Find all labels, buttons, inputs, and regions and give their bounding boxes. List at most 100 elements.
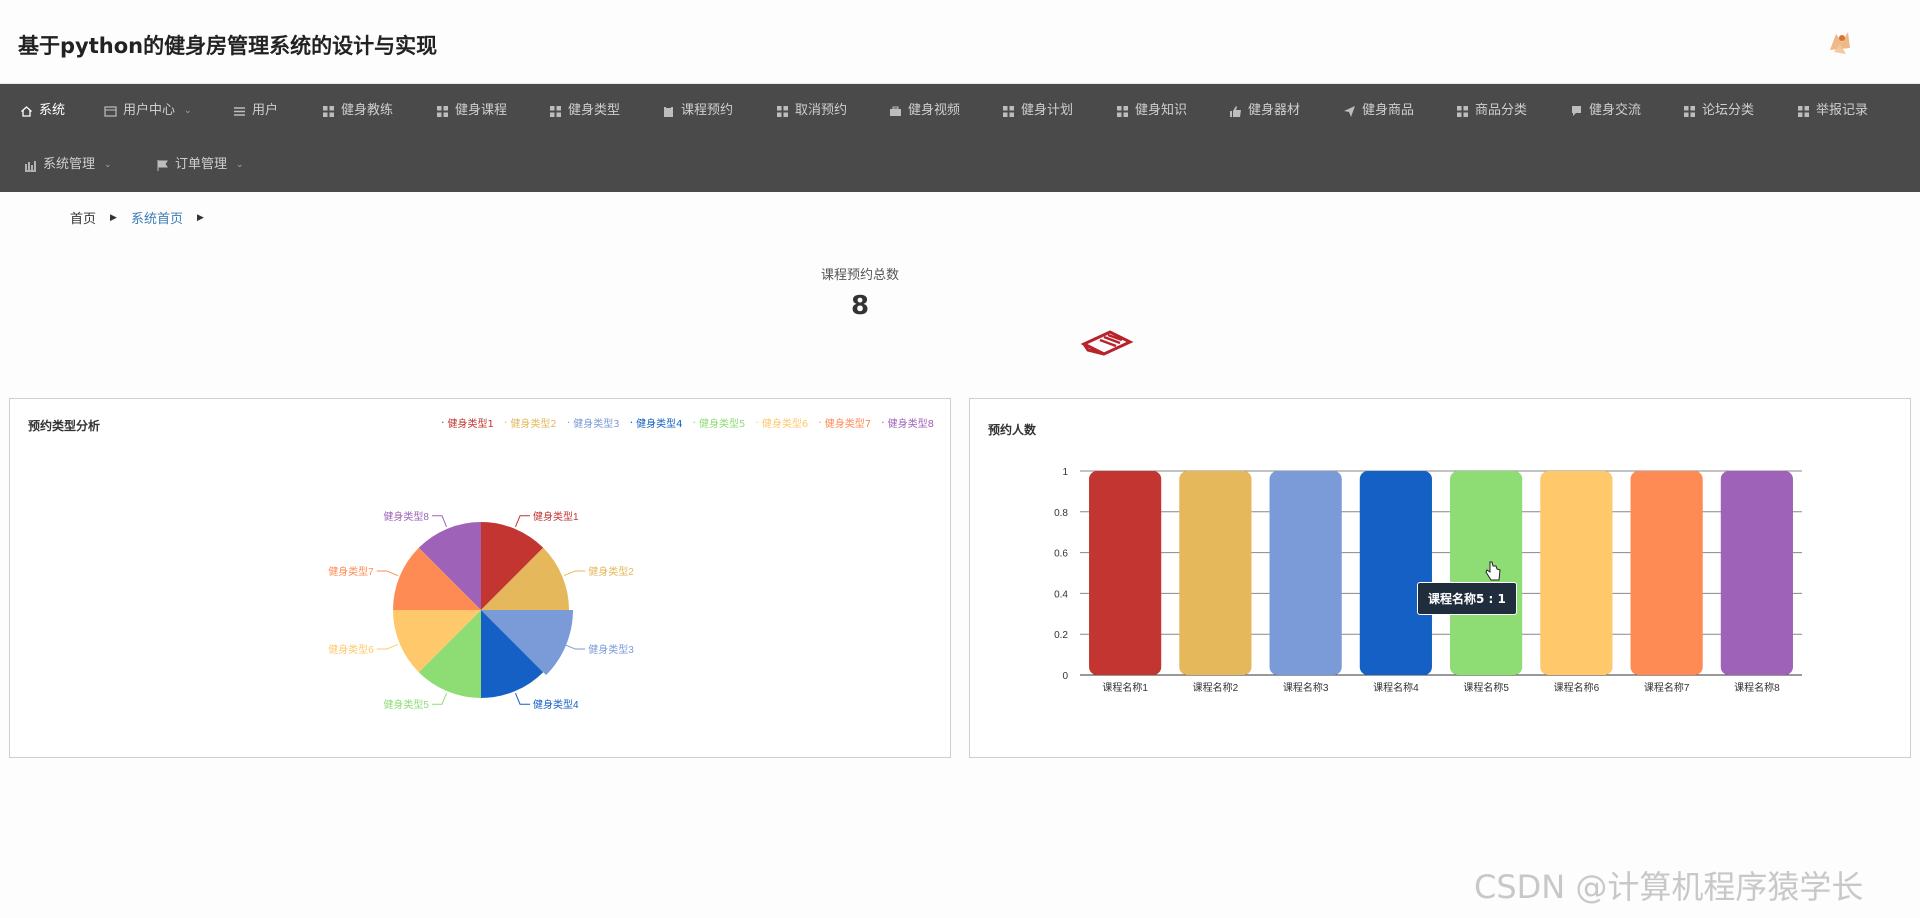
nav-item-label: 健身视频 bbox=[908, 103, 961, 118]
pie-slice[interactable] bbox=[481, 522, 544, 610]
breadcrumb-home[interactable]: 首页 bbox=[70, 212, 97, 227]
nav-item-row2-1[interactable]: 订单管理 ⌄ bbox=[156, 138, 244, 192]
pie-slice[interactable] bbox=[418, 522, 481, 610]
legend-label: 健身类型1 bbox=[447, 419, 494, 430]
legend-item[interactable]: · 健身类型8 bbox=[881, 415, 934, 430]
nav-item-15[interactable]: 论坛分类 bbox=[1683, 84, 1754, 138]
stat-value: 8 bbox=[850, 291, 870, 321]
nav-item-label: 健身计划 bbox=[1021, 103, 1074, 118]
grid-icon bbox=[1798, 105, 1809, 117]
x-tick-label: 课程名称1 bbox=[1102, 681, 1148, 694]
legend-item[interactable]: · 健身类型7 bbox=[818, 415, 871, 430]
nav-item-label: 用户中心 bbox=[123, 103, 176, 118]
main-nav: 系统 用户中心 ⌄ 用户 健身教练 健身课程 健身类型 课程预约 取消预约 健身视频 健身计划 健身知… bbox=[0, 84, 1920, 192]
pie-slice[interactable] bbox=[481, 547, 569, 610]
nav-item-11[interactable]: 健身器材 bbox=[1229, 84, 1300, 138]
pie-slice[interactable] bbox=[481, 610, 573, 676]
pie-slice[interactable] bbox=[393, 610, 481, 673]
legend-label: 健身类型7 bbox=[824, 419, 872, 430]
bar[interactable] bbox=[1359, 471, 1432, 675]
nav-item-2[interactable]: 用户 bbox=[233, 84, 278, 138]
pie-slice-label: 健身类型7 bbox=[328, 565, 374, 578]
nav-item-5[interactable]: 健身类型 bbox=[549, 84, 620, 138]
bar[interactable] bbox=[1540, 471, 1613, 675]
nav-item-1[interactable]: 用户中心 ⌄ bbox=[104, 84, 192, 138]
nav-item-label: 取消预约 bbox=[795, 103, 848, 118]
nav-item-row2-0[interactable]: 系统管理 ⌄ bbox=[24, 138, 112, 192]
legend-marker-icon: · bbox=[818, 416, 822, 429]
legend-item[interactable]: · 健身类型6 bbox=[755, 415, 808, 430]
bar-chart-title: 预约人数 bbox=[988, 423, 1037, 437]
nav-item-label: 健身教练 bbox=[341, 103, 394, 118]
nav-item-8[interactable]: 健身视频 bbox=[889, 84, 960, 138]
bar-chart[interactable]: 0 0.2 0.4 0.6 0.8 1 课程名称1 课程名称2 课程名称3 课程名称4 课程名称5 课… bbox=[970, 399, 1910, 757]
nav-item-7[interactable]: 取消预约 bbox=[776, 84, 847, 138]
nav-item-label: 订单管理 bbox=[175, 157, 228, 172]
nav-item-label: 健身商品 bbox=[1362, 103, 1415, 118]
nav-item-9[interactable]: 健身计划 bbox=[1002, 84, 1073, 138]
legend-item[interactable]: · 健身类型4 bbox=[630, 415, 683, 430]
nav-item-label: 健身课程 bbox=[455, 103, 508, 118]
pie-slice-label: 健身类型1 bbox=[533, 510, 579, 523]
legend-marker-icon: · bbox=[441, 416, 445, 429]
breadcrumb-current[interactable]: 系统首页 bbox=[130, 212, 183, 227]
nav-item-13[interactable]: 商品分类 bbox=[1456, 84, 1527, 138]
nav-item-3[interactable]: 健身教练 bbox=[322, 84, 393, 138]
nav-item-label: 健身器材 bbox=[1248, 103, 1301, 118]
pie-legend: · 健身类型1 · 健身类型2 · 健身类型3 · 健身类型4 · 健身类型5 · 健身类型6 · 健身类… bbox=[441, 415, 934, 430]
bar[interactable] bbox=[1179, 471, 1252, 675]
pie-slice-label: 健身类型2 bbox=[588, 565, 634, 578]
nav-item-12[interactable]: 健身商品 bbox=[1343, 84, 1414, 138]
pie-slice[interactable] bbox=[393, 547, 481, 610]
legend-label: 健身类型4 bbox=[636, 419, 683, 430]
legend-item[interactable]: · 健身类型1 bbox=[441, 415, 494, 430]
legend-label: 健身类型6 bbox=[761, 419, 809, 430]
stat-card: 课程预约总数 8 bbox=[720, 264, 1000, 321]
y-tick-label: 0.8 bbox=[1054, 508, 1068, 519]
legend-item[interactable]: · 健身类型2 bbox=[504, 415, 557, 430]
nav-item-16[interactable]: 举报记录 bbox=[1797, 84, 1868, 138]
bar[interactable] bbox=[1630, 471, 1703, 675]
app-title: 基于python的健身房管理系统的设计与实现 bbox=[18, 34, 438, 58]
bar[interactable] bbox=[1720, 471, 1793, 675]
pie-chart[interactable]: 健身类型1 健身类型2 健身类型3 健身类型4 健身类型5 健身类型6 健身类型7 健身类型8 bbox=[10, 399, 950, 757]
legend-item[interactable]: · 健身类型3 bbox=[567, 415, 620, 430]
y-tick-label: 1 bbox=[1062, 467, 1068, 478]
nav-item-10[interactable]: 健身知识 bbox=[1116, 84, 1187, 138]
pie-label-line bbox=[431, 692, 448, 705]
pie-label-line bbox=[514, 692, 531, 705]
legend-marker-icon: · bbox=[629, 416, 634, 429]
pie-label-line bbox=[376, 570, 399, 577]
x-tick-label: 课程名称2 bbox=[1193, 681, 1239, 694]
nav-item-label: 举报记录 bbox=[1816, 103, 1869, 118]
pie-chart-title: 预约类型分析 bbox=[28, 419, 101, 433]
nav-item-4[interactable]: 健身课程 bbox=[436, 84, 507, 138]
pie-label-line bbox=[514, 515, 531, 528]
nav-item-6[interactable]: 课程预约 bbox=[662, 84, 733, 138]
pie-slice[interactable] bbox=[481, 610, 544, 698]
bar-chart-icon bbox=[25, 160, 36, 172]
pie-slice-label: 健身类型4 bbox=[533, 698, 579, 711]
bar[interactable] bbox=[1089, 471, 1162, 675]
y-tick-label: 0 bbox=[1062, 671, 1068, 682]
bar-chart-panel: 0 0.2 0.4 0.6 0.8 1 课程名称1 课程名称2 课程名称3 课程名称4 课程名称5 课… bbox=[969, 398, 1911, 758]
nav-item-0[interactable]: 系统 bbox=[20, 84, 65, 138]
bar[interactable] bbox=[1269, 471, 1342, 675]
legend-marker-icon: · bbox=[503, 416, 508, 429]
pie-label-line bbox=[376, 643, 399, 650]
nav-item-label: 系统 bbox=[39, 103, 66, 118]
briefcase-icon bbox=[890, 106, 901, 116]
legend-item[interactable]: · 健身类型5 bbox=[693, 415, 746, 430]
flag-icon bbox=[157, 159, 168, 171]
avatar[interactable] bbox=[1820, 24, 1858, 62]
booking-icon bbox=[1080, 330, 1134, 356]
legend-marker-icon: · bbox=[881, 416, 885, 429]
pie-label-line bbox=[431, 515, 448, 528]
pie-slice[interactable] bbox=[418, 610, 481, 698]
nav-item-14[interactable]: 健身交流 bbox=[1570, 84, 1641, 138]
chevron-down-icon: ⌄ bbox=[236, 160, 244, 170]
legend-marker-icon: · bbox=[566, 416, 571, 429]
y-tick-label: 0.2 bbox=[1054, 630, 1068, 641]
legend-label: 健身类型2 bbox=[510, 419, 557, 430]
pie-label-line bbox=[563, 643, 586, 650]
